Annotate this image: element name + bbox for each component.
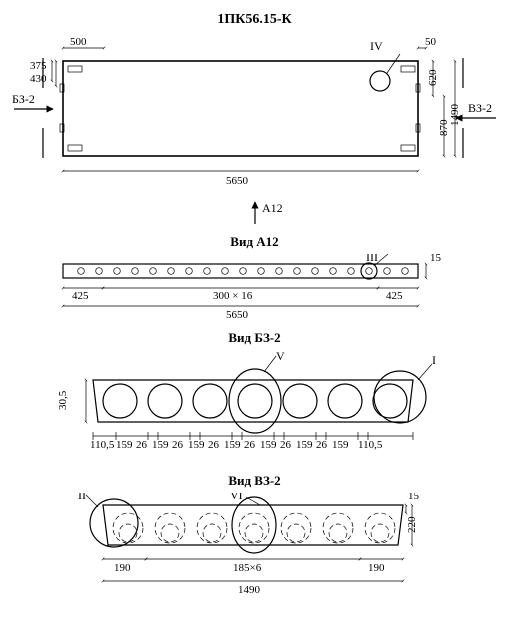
callout-i-label: I [432,353,436,367]
b3-dim-labels: 110,5 159 26 159 26 159 26 159 26 159 26… [90,439,383,451]
diagram-root: 1ПК56.15-К IV БЗ-2 [8,12,501,603]
svg-text:26: 26 [244,439,256,451]
b3-outline [93,380,413,422]
dim-5650-label: 5650 [226,175,249,187]
dim-15-v3: 15 [408,493,420,502]
dim-1490-v3: 1490 [238,584,261,596]
callout-v-label: V [276,350,285,363]
svg-text:159: 159 [116,439,133,451]
svg-text:110,5: 110,5 [358,439,383,451]
svg-text:159: 159 [260,439,277,451]
svg-text:159: 159 [332,439,349,451]
view-v3-title: Вид ВЗ-2 [8,473,501,489]
svg-text:159: 159 [224,439,241,451]
a12-label: А12 [262,201,283,215]
svg-text:159: 159 [152,439,169,451]
view-b3: V I 30,5 110,5 159 26 159 26 159 26 159 … [8,350,501,465]
section-v3-right: ВЗ-2 [468,101,492,115]
dim-300x16: 300 × 16 [213,290,253,302]
view-a12: III 15 425 300 × 16 425 5650 [8,254,501,322]
dim-620-label: 620 [427,69,439,86]
a12-arrow-block: А12 [8,196,501,226]
view-v3: II VI 15 220 190 185×6 190 1490 [8,493,501,603]
dim-30-5: 30,5 [57,390,69,410]
dim-1490-label: 1490 [449,104,461,127]
section-b3-left: БЗ-2 [12,92,35,106]
dim-375-label: 375 [30,60,47,72]
svg-text:26: 26 [208,439,220,451]
svg-text:159: 159 [296,439,313,451]
dim-425l: 425 [72,290,89,302]
view-a12-title: Вид А12 [8,234,501,250]
slab-outline [63,61,418,156]
callout-ii-label: II [78,493,86,502]
v3-outline [103,505,403,545]
view-b3-title: Вид БЗ-2 [8,330,501,346]
svg-text:26: 26 [136,439,148,451]
callout-vi-label: VI [230,493,243,502]
svg-text:26: 26 [280,439,292,451]
dim-185x6: 185×6 [233,562,262,574]
svg-text:110,5: 110,5 [90,439,115,451]
edge-strip [63,264,418,278]
plan-view: IV БЗ-2 ВЗ-2 500 375 430 50 620 870 1490… [8,36,501,196]
svg-text:26: 26 [316,439,328,451]
svg-text:26: 26 [172,439,184,451]
dim-190r: 190 [368,562,385,574]
dim-500-label: 500 [70,36,87,48]
dim-220: 220 [406,516,418,533]
dim-190l: 190 [114,562,131,574]
dim-15-a12: 15 [430,254,442,264]
svg-text:159: 159 [188,439,205,451]
callout-iii-label: III [366,254,378,264]
dim-425r: 425 [386,290,403,302]
dim-50-label: 50 [425,36,437,48]
dim-5650-a12: 5650 [226,309,249,321]
callout-iv-label: IV [370,39,383,53]
main-title: 1ПК56.15-К [8,12,501,28]
dim-430-label: 430 [30,73,47,85]
